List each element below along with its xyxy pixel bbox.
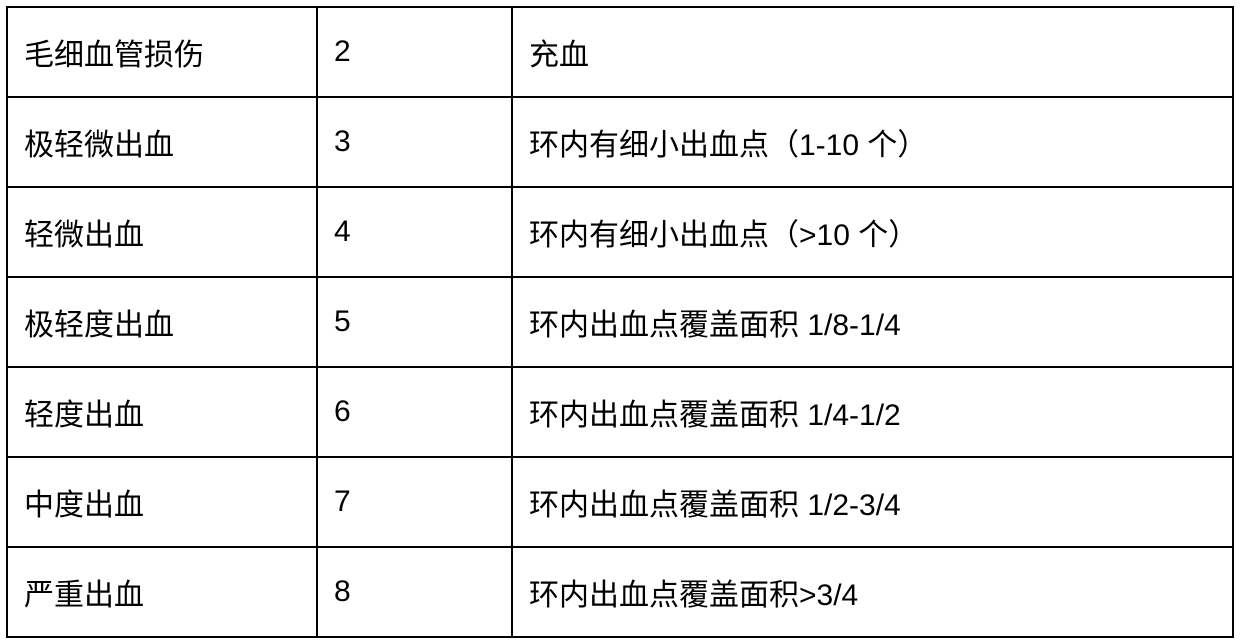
score-cell: 4 bbox=[317, 187, 512, 277]
table-row: 严重出血 8 环内出血点覆盖面积>3/4 bbox=[7, 547, 1233, 637]
symptom-cell: 严重出血 bbox=[7, 547, 317, 637]
score-cell: 6 bbox=[317, 367, 512, 457]
description-cell: 环内出血点覆盖面积>3/4 bbox=[512, 547, 1233, 637]
table-row: 极轻度出血 5 环内出血点覆盖面积 1/8-1/4 bbox=[7, 277, 1233, 367]
symptom-cell: 中度出血 bbox=[7, 457, 317, 547]
score-cell: 7 bbox=[317, 457, 512, 547]
table-row: 极轻微出血 3 环内有细小出血点（1-10 个） bbox=[7, 97, 1233, 187]
symptom-cell: 轻度出血 bbox=[7, 367, 317, 457]
table-row: 中度出血 7 环内出血点覆盖面积 1/2-3/4 bbox=[7, 457, 1233, 547]
description-cell: 环内有细小出血点（1-10 个） bbox=[512, 97, 1233, 187]
description-cell: 环内有细小出血点（>10 个） bbox=[512, 187, 1233, 277]
description-cell: 环内出血点覆盖面积 1/8-1/4 bbox=[512, 277, 1233, 367]
description-cell: 环内出血点覆盖面积 1/4-1/2 bbox=[512, 367, 1233, 457]
data-table: 毛细血管损伤 2 充血 极轻微出血 3 环内有细小出血点（1-10 个） 轻微出… bbox=[6, 6, 1234, 638]
symptom-cell: 轻微出血 bbox=[7, 187, 317, 277]
table-row: 毛细血管损伤 2 充血 bbox=[7, 7, 1233, 97]
symptom-cell: 极轻度出血 bbox=[7, 277, 317, 367]
score-cell: 8 bbox=[317, 547, 512, 637]
score-cell: 2 bbox=[317, 7, 512, 97]
description-cell: 环内出血点覆盖面积 1/2-3/4 bbox=[512, 457, 1233, 547]
score-cell: 5 bbox=[317, 277, 512, 367]
table-row: 轻度出血 6 环内出血点覆盖面积 1/4-1/2 bbox=[7, 367, 1233, 457]
score-cell: 3 bbox=[317, 97, 512, 187]
description-cell: 充血 bbox=[512, 7, 1233, 97]
table-row: 轻微出血 4 环内有细小出血点（>10 个） bbox=[7, 187, 1233, 277]
symptom-cell: 毛细血管损伤 bbox=[7, 7, 317, 97]
symptom-cell: 极轻微出血 bbox=[7, 97, 317, 187]
bleeding-severity-table: 毛细血管损伤 2 充血 极轻微出血 3 环内有细小出血点（1-10 个） 轻微出… bbox=[6, 6, 1234, 638]
